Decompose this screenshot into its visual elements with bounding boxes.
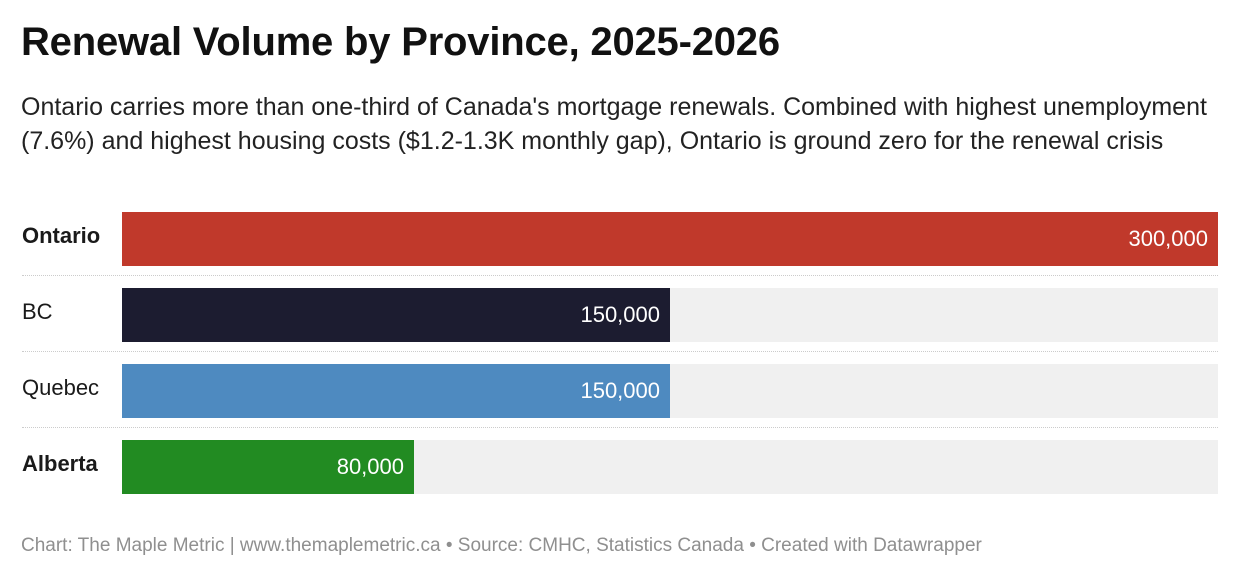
row-divider bbox=[22, 351, 1218, 352]
row-divider bbox=[22, 275, 1218, 276]
bar-value-label-ontario: 300,000 bbox=[1128, 226, 1208, 251]
bar-row-bc: BC 150,000 bbox=[0, 284, 1240, 360]
category-label-alberta: Alberta bbox=[22, 451, 98, 476]
bar-row-quebec: Quebec 150,000 bbox=[0, 360, 1240, 436]
bar-track-ontario: 300,000 bbox=[122, 212, 1218, 266]
chart-title: Renewal Volume by Province, 2025-2026 bbox=[21, 20, 780, 64]
bar-value-label-alberta: 80,000 bbox=[336, 454, 404, 479]
bar-row-ontario: Ontario 300,000 bbox=[0, 208, 1240, 284]
bar-track-bc: 150,000 bbox=[122, 288, 1218, 342]
bar-chart: Ontario 300,000 BC 150,000 Quebec 150,000 Albe… bbox=[0, 208, 1240, 500]
chart-subtitle: Ontario carries more than one-third of C… bbox=[21, 93, 1207, 155]
bar-bc bbox=[122, 288, 670, 342]
bar-track-alberta: 80,000 bbox=[122, 440, 1218, 494]
bar-value-label-bc: 150,000 bbox=[580, 302, 660, 327]
bar-value-label-quebec: 150,000 bbox=[580, 378, 660, 403]
bar-track-quebec: 150,000 bbox=[122, 364, 1218, 418]
row-divider bbox=[22, 427, 1218, 428]
bar-row-alberta: Alberta 80,000 bbox=[0, 436, 1240, 512]
bar-alberta bbox=[122, 440, 414, 494]
category-label-bc: BC bbox=[22, 299, 53, 324]
category-label-quebec: Quebec bbox=[22, 375, 100, 400]
bar-quebec bbox=[122, 364, 670, 418]
chart-footer-credit: Chart: The Maple Metric | www.themapleme… bbox=[21, 535, 982, 556]
category-label-ontario: Ontario bbox=[22, 223, 101, 248]
bar-ontario bbox=[122, 212, 1218, 266]
